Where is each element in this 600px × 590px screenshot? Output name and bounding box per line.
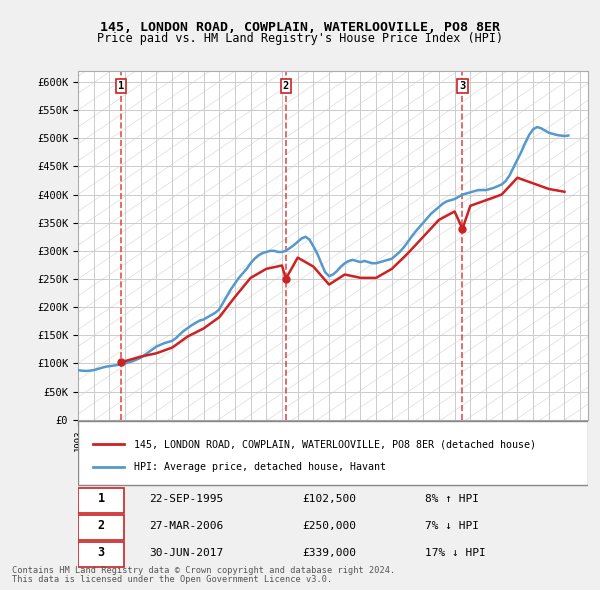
Text: £102,500: £102,500 <box>302 494 356 504</box>
Text: 27-MAR-2006: 27-MAR-2006 <box>149 521 224 531</box>
Text: 30-JUN-2017: 30-JUN-2017 <box>149 548 224 558</box>
FancyBboxPatch shape <box>78 514 124 540</box>
Text: Contains HM Land Registry data © Crown copyright and database right 2024.: Contains HM Land Registry data © Crown c… <box>12 566 395 575</box>
FancyBboxPatch shape <box>78 488 124 513</box>
Text: HPI: Average price, detached house, Havant: HPI: Average price, detached house, Hava… <box>134 462 386 472</box>
FancyBboxPatch shape <box>78 542 124 567</box>
Text: 17% ↓ HPI: 17% ↓ HPI <box>425 548 485 558</box>
Text: £250,000: £250,000 <box>302 521 356 531</box>
Text: 22-SEP-1995: 22-SEP-1995 <box>149 494 224 504</box>
FancyBboxPatch shape <box>78 421 588 484</box>
Text: 2: 2 <box>283 81 289 91</box>
Text: 145, LONDON ROAD, COWPLAIN, WATERLOOVILLE, PO8 8ER (detached house): 145, LONDON ROAD, COWPLAIN, WATERLOOVILL… <box>134 439 536 449</box>
Text: 3: 3 <box>460 81 466 91</box>
Text: 1: 1 <box>97 493 104 506</box>
Text: This data is licensed under the Open Government Licence v3.0.: This data is licensed under the Open Gov… <box>12 575 332 584</box>
Text: 7% ↓ HPI: 7% ↓ HPI <box>425 521 479 531</box>
Text: 3: 3 <box>97 546 104 559</box>
Text: 145, LONDON ROAD, COWPLAIN, WATERLOOVILLE, PO8 8ER: 145, LONDON ROAD, COWPLAIN, WATERLOOVILL… <box>100 21 500 34</box>
Text: 1: 1 <box>118 81 124 91</box>
Text: Price paid vs. HM Land Registry's House Price Index (HPI): Price paid vs. HM Land Registry's House … <box>97 32 503 45</box>
Text: 8% ↑ HPI: 8% ↑ HPI <box>425 494 479 504</box>
Text: £339,000: £339,000 <box>302 548 356 558</box>
Text: 2: 2 <box>97 519 104 532</box>
